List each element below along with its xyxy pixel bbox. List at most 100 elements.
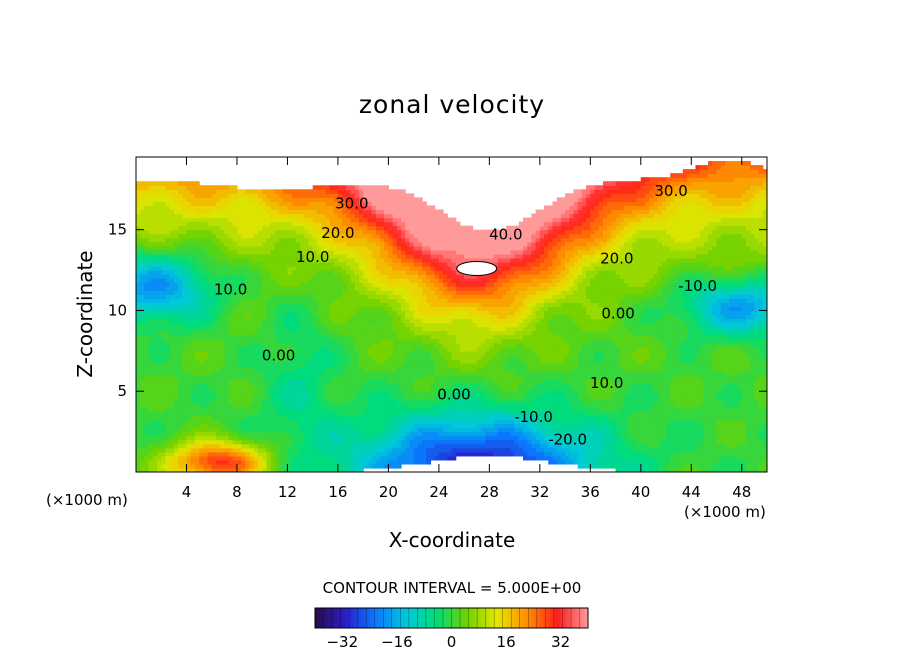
field-cell xyxy=(262,330,268,336)
field-cell xyxy=(140,213,146,219)
field-cell xyxy=(405,443,411,449)
field-cell xyxy=(325,209,331,215)
field-cell xyxy=(321,189,326,194)
field-cell xyxy=(236,463,242,469)
field-cell xyxy=(165,375,171,380)
field-cell xyxy=(140,249,146,255)
field-cell xyxy=(371,213,377,219)
field-cell xyxy=(295,334,301,340)
field-cell xyxy=(350,197,356,203)
field-cell xyxy=(346,427,352,433)
field-cell xyxy=(228,249,234,255)
field-cell xyxy=(257,310,263,316)
field-cell xyxy=(236,274,242,279)
field-cell xyxy=(350,362,356,368)
field-cell xyxy=(157,330,162,336)
field-cell xyxy=(140,451,146,457)
field-cell xyxy=(186,383,192,388)
field-cell xyxy=(371,209,377,215)
field-cell xyxy=(140,290,146,295)
field-cell xyxy=(300,306,305,312)
field-cell xyxy=(178,229,183,235)
field-cell xyxy=(430,314,436,320)
field-cell xyxy=(308,237,314,243)
field-cell xyxy=(161,431,167,437)
field-cell xyxy=(295,257,301,263)
field-cell xyxy=(140,362,146,368)
field-cell xyxy=(249,318,255,324)
field-cell xyxy=(358,383,364,388)
field-cell xyxy=(287,245,293,251)
field-cell xyxy=(417,338,423,344)
field-cell xyxy=(379,391,385,396)
field-cell xyxy=(300,375,305,380)
field-cell xyxy=(215,431,221,437)
field-cell xyxy=(295,294,301,299)
field-cell xyxy=(346,278,352,283)
field-cell xyxy=(241,403,246,408)
field-cell xyxy=(333,286,339,291)
field-cell xyxy=(211,435,217,441)
field-cell xyxy=(165,302,171,308)
field-cell xyxy=(342,411,347,417)
field-cell xyxy=(363,395,368,400)
field-cell xyxy=(199,302,204,308)
field-cell xyxy=(388,391,394,396)
field-cell xyxy=(257,439,263,445)
field-cell xyxy=(207,189,213,194)
field-cell xyxy=(300,302,305,308)
field-cell xyxy=(224,431,230,437)
field-cell xyxy=(405,193,411,198)
field-cell xyxy=(379,342,385,348)
field-cell xyxy=(245,201,251,207)
field-cell xyxy=(279,419,284,425)
field-cell xyxy=(346,241,352,247)
field-cell xyxy=(308,322,314,328)
field-cell xyxy=(291,375,297,380)
field-cell xyxy=(182,367,188,372)
field-cell xyxy=(215,290,221,295)
field-cell xyxy=(182,318,188,324)
field-cell xyxy=(422,451,427,457)
field-cell xyxy=(283,229,289,235)
field-cell xyxy=(169,463,175,469)
field-cell xyxy=(228,411,234,417)
field-cell xyxy=(232,467,238,472)
field-cell xyxy=(224,411,230,417)
field-cell xyxy=(316,266,322,271)
field-cell xyxy=(182,399,188,404)
field-cell xyxy=(253,237,259,243)
field-cell xyxy=(161,455,167,461)
field-cell xyxy=(182,431,188,437)
field-cell xyxy=(199,362,204,368)
field-cell xyxy=(169,253,175,259)
field-cell xyxy=(194,395,200,400)
field-cell xyxy=(283,391,289,396)
field-cell xyxy=(337,427,343,433)
field-cell xyxy=(161,459,167,465)
field-cell xyxy=(136,197,141,203)
field-cell xyxy=(287,270,293,275)
field-cell xyxy=(140,371,146,376)
field-cell xyxy=(249,270,255,275)
field-cell xyxy=(236,459,242,465)
field-cell xyxy=(405,403,411,408)
field-cell xyxy=(325,342,331,348)
field-cell xyxy=(186,278,192,283)
field-cell xyxy=(354,362,360,368)
field-cell xyxy=(379,403,385,408)
field-cell xyxy=(283,286,289,291)
field-cell xyxy=(144,334,150,340)
field-cell xyxy=(287,193,293,198)
field-cell xyxy=(207,342,213,348)
field-cell xyxy=(367,431,373,437)
field-cell xyxy=(262,257,268,263)
field-cell xyxy=(321,379,326,384)
field-cell xyxy=(346,290,352,295)
field-cell xyxy=(426,387,432,392)
field-cell xyxy=(300,443,305,449)
field-cell xyxy=(194,237,200,243)
field-cell xyxy=(321,213,326,219)
field-cell xyxy=(396,294,402,299)
field-cell xyxy=(165,290,171,295)
